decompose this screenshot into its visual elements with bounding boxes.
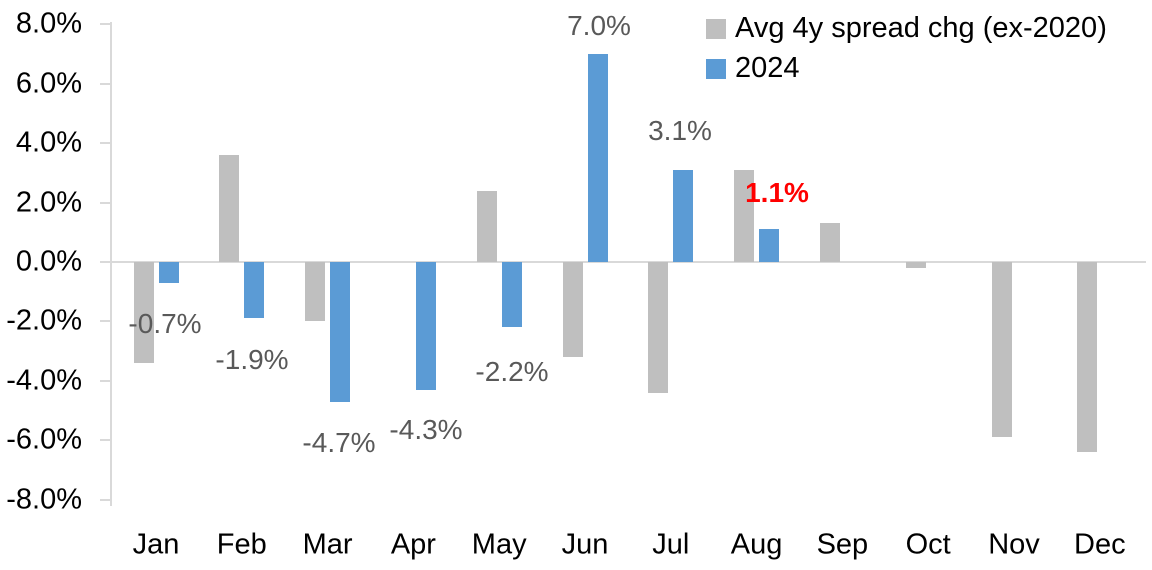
bar-jan-2024 [158,262,179,283]
y-axis-tick-label: 4.0% [15,126,82,159]
bar-aug-avg [734,169,755,262]
bar-may-2024 [501,262,522,328]
legend-item-avg-4y-spread: Avg 4y spread chg (ex-2020) [706,12,1107,45]
bar-jun-avg [562,262,583,358]
x-axis-label-jan: Jan [132,528,180,561]
y-axis-tick-mark [100,439,110,442]
y-axis-tick-mark [100,320,110,323]
y-axis-line [110,22,112,506]
y-axis-tick-mark [100,201,110,204]
y-axis-tick-mark [100,142,110,145]
y-axis-tick-mark [100,379,110,382]
y-axis-tick-mark [100,82,110,85]
data-label-jan: -0.7% [128,308,202,339]
bar-jun-2024 [587,54,608,262]
bar-sep-avg [819,223,840,262]
x-axis-label-may: May [471,528,527,561]
legend-label-2024: 2024 [735,52,800,84]
data-label-apr: -4.3% [389,414,463,445]
bar-mar-2024 [330,262,351,402]
x-axis-label-mar: Mar [302,528,353,561]
legend-label-avg-4y-spread: Avg 4y spread chg (ex-2020) [735,12,1107,44]
data-label-may: -2.2% [475,356,549,387]
x-axis-label-oct: Oct [905,528,951,561]
bar-aug-2024 [759,229,780,262]
x-axis-label-jun: Jun [561,528,609,561]
bar-may-avg [476,190,497,262]
legend-swatch-blue [706,58,726,79]
bar-feb-2024 [244,262,265,319]
x-axis-label-feb: Feb [216,528,267,561]
bar-jan-avg [133,262,154,363]
y-axis-tick-mark [100,23,110,26]
y-axis-tick-mark [100,261,110,263]
bar-jul-avg [648,262,669,393]
zero-gridline [110,261,1146,263]
y-axis-tick-label: -6.0% [6,423,82,456]
y-axis-tick-label: 6.0% [15,67,82,100]
legend: Avg 4y spread chg (ex-2020) 2024 [706,12,1107,85]
legend-swatch-gray [706,18,726,39]
bar-mar-avg [305,262,326,322]
data-label-mar: -4.7% [302,427,376,458]
y-axis-tick-label: 0.0% [15,245,82,278]
y-axis-tick-label: -4.0% [6,364,82,397]
bar-jul-2024 [673,169,694,262]
bar-dec-avg [1077,262,1098,453]
x-axis-label-nov: Nov [988,528,1040,561]
bar-apr-2024 [415,262,436,390]
bar-feb-avg [219,155,240,262]
y-axis-tick-label: -8.0% [6,483,82,516]
x-axis-label-apr: Apr [390,528,436,561]
x-axis-label-dec: Dec [1074,528,1126,561]
y-axis-tick-label: 2.0% [15,186,82,219]
y-axis-tick-label: 8.0% [15,7,82,40]
bar-oct-avg [905,262,926,268]
y-axis-tick-mark [100,498,110,501]
x-axis-label-jul: Jul [652,528,690,561]
legend-item-2024: 2024 [706,52,1107,85]
data-label-aug: 1.1% [745,177,809,208]
y-axis-tick-label: -2.0% [6,304,82,337]
data-label-jun: 7.0% [567,10,631,41]
x-axis-label-sep: Sep [816,528,869,561]
data-label-jul: 3.1% [648,115,712,146]
bar-nov-avg [991,262,1012,438]
data-label-feb: -1.9% [215,344,289,375]
x-axis-label-aug: Aug [730,528,783,561]
